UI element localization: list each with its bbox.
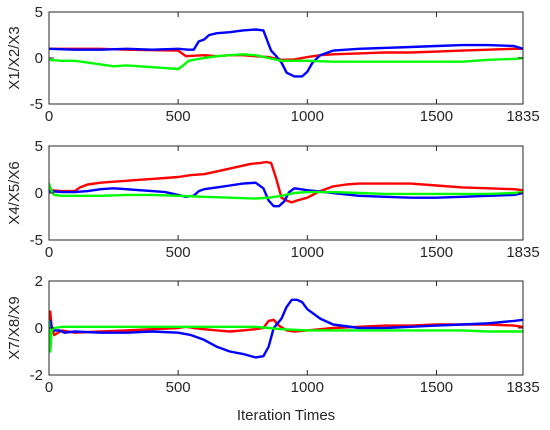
- series-line-3: [49, 319, 523, 353]
- series-group: [49, 160, 523, 208]
- series-line-2: [49, 298, 523, 359]
- x-tick-label: 1000: [291, 108, 324, 125]
- y-axis-label: X4/X5/X6: [6, 161, 23, 224]
- x-tick-label: 0: [45, 379, 53, 396]
- series-line-2: [49, 181, 523, 208]
- y-tick-label: 0: [35, 320, 43, 337]
- y-tick-label: -2: [30, 367, 43, 384]
- x-tick-label: 0: [45, 244, 53, 261]
- series-line-3: [49, 182, 523, 200]
- series-line-3: [49, 53, 523, 71]
- x-tick-label: 500: [166, 379, 191, 396]
- x-tick-label: 500: [166, 108, 191, 125]
- y-tick-label: 5: [35, 138, 43, 155]
- y-axis-label: X1/X2/X3: [6, 26, 23, 89]
- x-axis-label: Iteration Times: [237, 407, 335, 424]
- x-tick-label: 1000: [291, 379, 324, 396]
- y-tick-label: -5: [30, 96, 43, 113]
- x-tick-label: 1500: [420, 108, 453, 125]
- y-tick-label: 0: [35, 185, 43, 202]
- y-tick-label: 0: [35, 50, 43, 67]
- series-line-2: [49, 28, 523, 78]
- series-line-1: [49, 160, 523, 204]
- series-group: [49, 28, 523, 78]
- x-tick-label: 1835: [506, 108, 539, 125]
- x-tick-label: 1835: [506, 244, 539, 261]
- y-tick-label: -5: [30, 232, 43, 249]
- x-tick-label: 1500: [420, 244, 453, 261]
- x-tick-label: 1500: [420, 379, 453, 396]
- y-axis-label: X7/X8/X9: [6, 296, 23, 359]
- x-tick-label: 1000: [291, 244, 324, 261]
- y-tick-label: 2: [35, 273, 43, 290]
- y-tick-label: 5: [35, 4, 43, 21]
- x-tick-label: 0: [45, 108, 53, 125]
- series-group: [49, 298, 523, 359]
- x-tick-label: 1835: [506, 379, 539, 396]
- x-tick-label: 500: [166, 244, 191, 261]
